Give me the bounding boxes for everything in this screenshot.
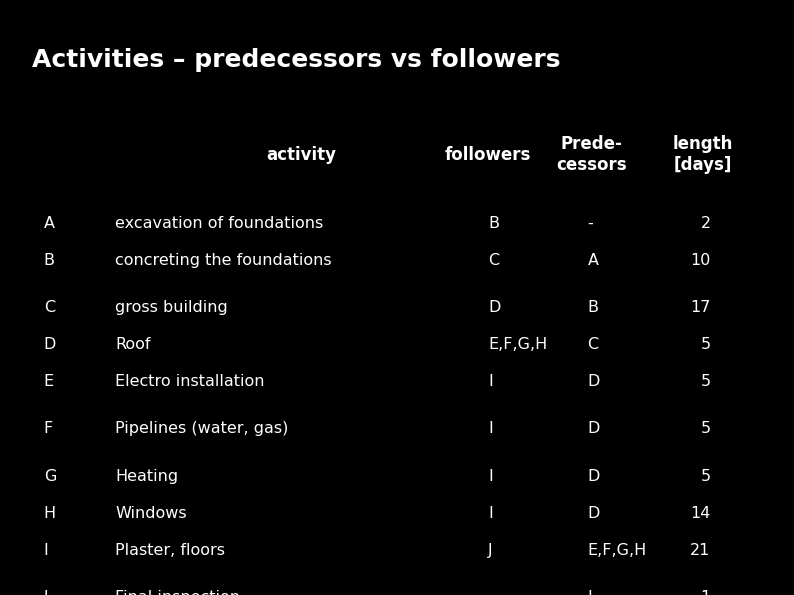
- Text: 2: 2: [700, 215, 711, 231]
- Text: Windows: Windows: [115, 506, 187, 521]
- Text: A: A: [44, 215, 55, 231]
- Text: B: B: [44, 252, 55, 268]
- Text: C: C: [44, 300, 55, 315]
- Text: followers: followers: [445, 146, 531, 164]
- Text: B: B: [588, 300, 599, 315]
- Text: activity: activity: [267, 146, 337, 164]
- Text: concreting the foundations: concreting the foundations: [115, 252, 332, 268]
- Text: H: H: [44, 506, 56, 521]
- Text: G: G: [44, 469, 56, 484]
- Text: I: I: [488, 421, 493, 437]
- Text: Pipelines (water, gas): Pipelines (water, gas): [115, 421, 288, 437]
- Text: D: D: [588, 469, 600, 484]
- Text: -: -: [588, 215, 593, 231]
- Text: 10: 10: [690, 252, 711, 268]
- Text: A: A: [588, 252, 599, 268]
- Text: E,F,G,H: E,F,G,H: [588, 543, 647, 558]
- Text: J: J: [44, 590, 48, 595]
- Text: I: I: [588, 590, 592, 595]
- Text: D: D: [588, 374, 600, 389]
- Text: I: I: [488, 506, 493, 521]
- Text: J: J: [488, 543, 493, 558]
- Text: Electro installation: Electro installation: [115, 374, 264, 389]
- Text: Heating: Heating: [115, 469, 179, 484]
- Text: Roof: Roof: [115, 337, 151, 352]
- Text: gross building: gross building: [115, 300, 228, 315]
- Text: 5: 5: [700, 337, 711, 352]
- Text: Prede-
cessors: Prede- cessors: [557, 135, 626, 174]
- Text: 5: 5: [700, 421, 711, 437]
- Text: E,F,G,H: E,F,G,H: [488, 337, 548, 352]
- Text: B: B: [488, 215, 499, 231]
- Text: D: D: [588, 506, 600, 521]
- Text: I: I: [44, 543, 48, 558]
- Text: Plaster, floors: Plaster, floors: [115, 543, 225, 558]
- Text: 21: 21: [690, 543, 711, 558]
- Text: length
[days]: length [days]: [673, 135, 733, 174]
- Text: 1: 1: [700, 590, 711, 595]
- Text: D: D: [588, 421, 600, 437]
- Text: 14: 14: [690, 506, 711, 521]
- Text: F: F: [44, 421, 53, 437]
- Text: I: I: [488, 469, 493, 484]
- Text: D: D: [488, 300, 501, 315]
- Text: 17: 17: [690, 300, 711, 315]
- Text: -: -: [488, 590, 494, 595]
- Text: C: C: [488, 252, 499, 268]
- Text: 5: 5: [700, 469, 711, 484]
- Text: I: I: [488, 374, 493, 389]
- Text: Activities – predecessors vs followers: Activities – predecessors vs followers: [32, 48, 561, 71]
- Text: 5: 5: [700, 374, 711, 389]
- Text: Final inspection: Final inspection: [115, 590, 240, 595]
- Text: D: D: [44, 337, 56, 352]
- Text: E: E: [44, 374, 54, 389]
- Text: excavation of foundations: excavation of foundations: [115, 215, 323, 231]
- Text: C: C: [588, 337, 599, 352]
